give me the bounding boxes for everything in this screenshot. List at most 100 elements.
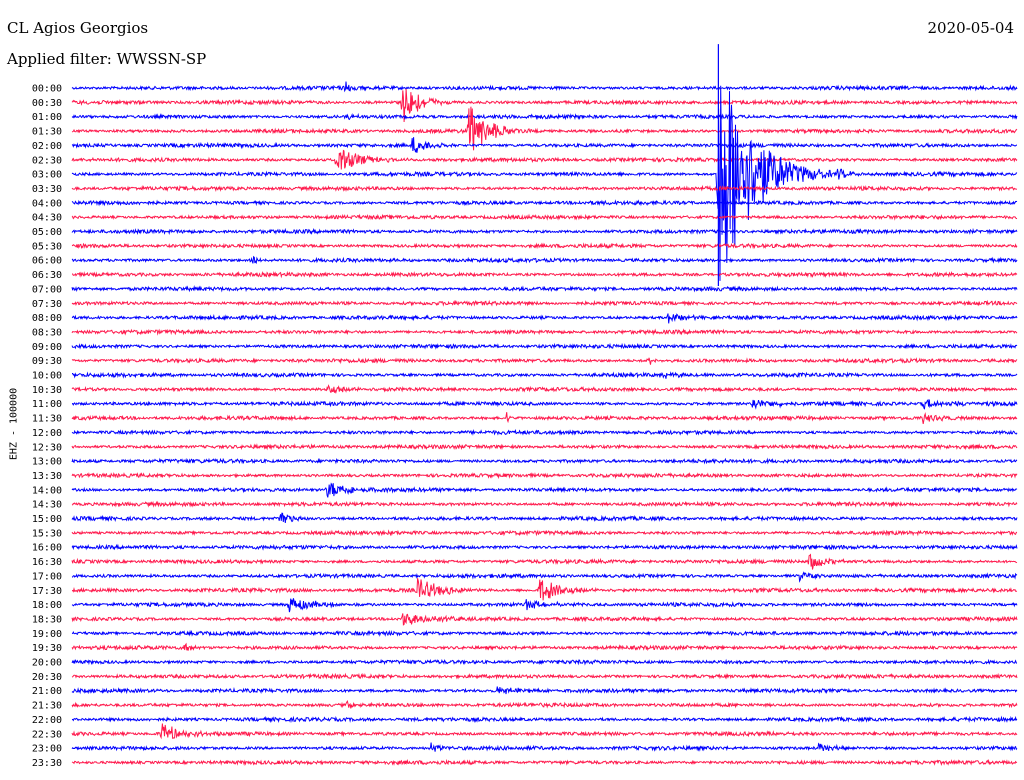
row-time-label: 15:00 — [32, 514, 62, 525]
trace-line — [71, 137, 1017, 153]
trace-line — [71, 285, 1018, 293]
row-time-label: 11:00 — [32, 399, 62, 410]
date-label: 2020-05-04 — [927, 19, 1014, 37]
row-time-label: 23:30 — [32, 758, 62, 769]
row-time-label: 09:30 — [32, 356, 62, 367]
row-time-label: 19:00 — [32, 629, 62, 640]
trace-line — [71, 328, 1018, 336]
trace-line — [71, 598, 1018, 613]
trace-line — [71, 299, 1018, 307]
row-time-label: 16:30 — [32, 557, 62, 568]
row-time-label: 22:30 — [32, 729, 62, 740]
trace-line — [71, 149, 1018, 170]
row-time-label: 20:00 — [32, 658, 62, 669]
trace-line — [71, 199, 1018, 207]
trace-line — [71, 384, 1018, 395]
trace-line — [71, 242, 1018, 250]
row-time-label: 14:30 — [32, 500, 62, 511]
row-time-label: 04:30 — [32, 213, 62, 224]
trace-line — [71, 500, 1018, 508]
row-time-label: 08:00 — [32, 313, 62, 324]
row-time-label: 08:30 — [32, 327, 62, 338]
filter-label: Applied filter: WWSSN-SP — [7, 50, 207, 68]
row-time-label: 11:30 — [32, 414, 62, 425]
trace-line — [71, 255, 1018, 265]
trace-line — [71, 398, 1018, 410]
row-time-label: 00:30 — [32, 98, 62, 109]
trace-line — [71, 313, 1018, 324]
row-time-label: 20:30 — [32, 672, 62, 683]
trace-line — [72, 270, 1018, 279]
trace-line — [71, 184, 1018, 193]
row-time-label: 02:00 — [32, 141, 62, 152]
row-time-label: 18:00 — [32, 600, 62, 611]
trace-line — [71, 412, 1018, 424]
trace-line — [71, 88, 1018, 123]
trace-line — [71, 81, 1018, 93]
row-time-label: 21:00 — [32, 686, 62, 697]
trace-line — [71, 658, 1018, 666]
trace-line — [71, 642, 1018, 652]
trace-line — [71, 227, 1018, 235]
row-time-label: 06:00 — [32, 256, 62, 267]
row-time-label: 07:30 — [32, 299, 62, 310]
row-time-label: 03:30 — [32, 184, 62, 195]
trace-line — [71, 578, 1018, 601]
row-time-label: 23:00 — [32, 744, 62, 755]
trace-line — [71, 512, 1018, 524]
trace-line — [71, 529, 1018, 537]
row-time-label: 22:00 — [32, 715, 62, 726]
trace-line — [72, 371, 1018, 379]
row-time-label: 04:00 — [32, 198, 62, 209]
trace-line — [71, 758, 1018, 767]
row-time-label: 01:00 — [32, 112, 62, 123]
trace-line — [71, 686, 1018, 695]
row-time-label: 07:00 — [32, 284, 62, 295]
row-time-label: 16:00 — [32, 543, 62, 554]
row-time-label: 13:30 — [32, 471, 62, 482]
trace-line — [71, 553, 1018, 570]
row-time-label: 12:00 — [32, 428, 62, 439]
trace-line — [71, 472, 1018, 480]
trace-line — [71, 613, 1018, 626]
trace-line — [71, 571, 1018, 583]
trace-line — [71, 112, 1018, 121]
trace-line — [71, 742, 1018, 752]
row-time-label: 09:00 — [32, 342, 62, 353]
row-time-label: 10:30 — [32, 385, 62, 396]
row-time-label: 03:00 — [32, 170, 62, 181]
trace-line — [71, 482, 1018, 498]
row-time-label: 17:00 — [32, 571, 62, 582]
trace-line — [71, 85, 1018, 281]
trace-line — [71, 213, 1018, 221]
trace-line — [71, 629, 1018, 637]
row-time-label: 00:00 — [32, 84, 62, 95]
row-time-label: 05:00 — [32, 227, 62, 238]
trace-line — [71, 106, 1018, 151]
row-time-label: 17:30 — [32, 586, 62, 597]
row-time-label: 05:30 — [32, 241, 62, 252]
row-time-label: 02:30 — [32, 155, 62, 166]
row-time-label: 21:30 — [32, 701, 62, 712]
row-time-label: 15:30 — [32, 528, 62, 539]
row-time-label: 06:30 — [32, 270, 62, 281]
trace-line — [71, 700, 1018, 709]
row-time-label: 13:00 — [32, 457, 62, 468]
trace-line — [71, 428, 1018, 436]
row-time-label: 19:30 — [32, 643, 62, 654]
trace-line — [71, 723, 1018, 740]
trace-line — [71, 457, 1018, 465]
row-time-label: 14:00 — [32, 485, 62, 496]
trace-line — [71, 357, 1018, 365]
row-time-label: 01:30 — [32, 127, 62, 138]
trace-line — [71, 672, 1018, 680]
station-name: CL Agios Georgios — [7, 19, 149, 37]
row-time-label: 10:00 — [32, 371, 62, 382]
trace-line — [71, 543, 1018, 551]
trace-line — [71, 342, 1018, 350]
trace-line — [71, 715, 1018, 724]
row-time-label: 12:30 — [32, 442, 62, 453]
trace-line — [71, 443, 1018, 451]
row-time-label: 18:30 — [32, 614, 62, 625]
